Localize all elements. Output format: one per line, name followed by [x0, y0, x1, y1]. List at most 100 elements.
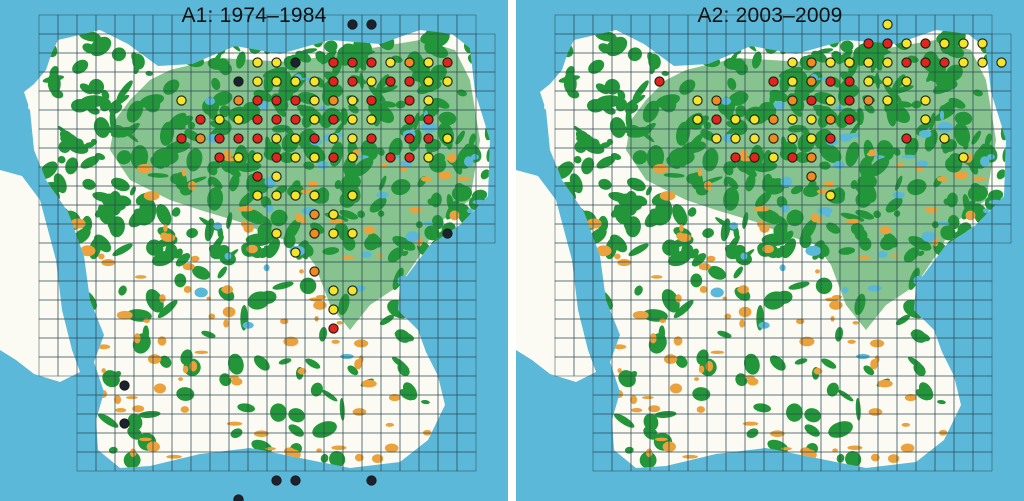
- observation-dot: [654, 76, 665, 87]
- forest-patch: [157, 300, 178, 319]
- observation-dot: [271, 152, 282, 163]
- forest-patch: [139, 94, 164, 108]
- field-patch: [331, 339, 340, 344]
- forest-patch: [596, 95, 623, 108]
- observation-dot: [901, 57, 912, 68]
- observation-dot: [844, 95, 855, 106]
- field-patch: [694, 377, 700, 381]
- observation-dot: [290, 133, 301, 144]
- observation-dot: [692, 95, 703, 106]
- field-patch: [877, 379, 893, 388]
- forest-patch: [90, 138, 97, 146]
- forest-patch: [583, 140, 605, 154]
- lake-patch: [817, 207, 833, 215]
- field-patch: [371, 454, 384, 464]
- forest-patch: [310, 382, 323, 397]
- observation-dot: [328, 285, 339, 296]
- forest-patch: [908, 356, 924, 369]
- forest-patch: [329, 451, 346, 468]
- forest-patch: [775, 290, 793, 304]
- observation-dot: [882, 19, 893, 30]
- forest-patch: [192, 265, 211, 280]
- panel-divider: [508, 0, 516, 501]
- lake-patch: [982, 208, 990, 214]
- field-patch: [129, 448, 137, 458]
- field-patch: [845, 218, 861, 224]
- field-patch: [190, 255, 200, 262]
- observation-dot: [749, 152, 760, 163]
- forest-patch: [908, 235, 932, 251]
- lake-patch: [848, 132, 861, 138]
- observation-dot: [271, 190, 282, 201]
- observation-dot: [749, 114, 760, 125]
- forest-patch: [941, 100, 957, 113]
- field-patch: [341, 256, 355, 260]
- observation-dot: [366, 475, 377, 486]
- forest-patch: [691, 253, 707, 267]
- forest-patch: [80, 95, 107, 108]
- field-patch: [98, 253, 105, 260]
- field-patch: [595, 245, 612, 257]
- field-patch: [739, 319, 745, 328]
- forest-patch: [702, 188, 708, 195]
- field-patch: [134, 275, 147, 279]
- forest-patch: [840, 40, 854, 53]
- forest-patch: [239, 191, 256, 208]
- observation-dot: [749, 133, 760, 144]
- forest-patch: [138, 410, 161, 419]
- observation-dot: [730, 133, 741, 144]
- forest-patch: [673, 300, 694, 319]
- field-patch: [870, 339, 885, 348]
- forest-patch: [890, 85, 914, 95]
- lake-patch: [937, 221, 950, 226]
- observation-dot: [176, 95, 187, 106]
- observation-dot: [958, 152, 969, 163]
- field-patch: [675, 294, 682, 303]
- forest-patch: [272, 281, 294, 290]
- forest-patch: [387, 247, 404, 263]
- forest-patch: [426, 141, 436, 154]
- forest-patch: [819, 161, 831, 170]
- forest-patch: [118, 285, 127, 296]
- observation-dot: [309, 228, 320, 239]
- denmark-coast: [516, 170, 596, 382]
- forest-patch: [433, 152, 446, 163]
- forest-patch: [840, 212, 865, 222]
- observation-dot: [442, 57, 453, 68]
- observation-dot: [404, 95, 415, 106]
- forest-patch: [628, 243, 649, 257]
- field-patch: [781, 447, 792, 451]
- observation-dot: [290, 247, 301, 258]
- observation-dot: [863, 38, 874, 49]
- observation-dot: [290, 114, 301, 125]
- forest-patch: [918, 382, 934, 401]
- map-a1-svg: [0, 0, 508, 501]
- observation-dot: [233, 95, 244, 106]
- forest-patch: [305, 358, 321, 369]
- forest-patch: [279, 152, 295, 164]
- forest-patch: [626, 177, 646, 192]
- field-patch: [815, 269, 820, 274]
- field-patch: [300, 189, 313, 194]
- forest-patch: [395, 100, 406, 109]
- grid-cell: [991, 223, 1012, 244]
- forest-patch: [855, 209, 875, 220]
- lake-patch: [980, 156, 990, 167]
- forest-patch: [357, 210, 365, 219]
- field-patch: [724, 313, 732, 320]
- observation-dot: [252, 190, 263, 201]
- observation-dot: [939, 38, 950, 49]
- field-patch: [253, 430, 269, 437]
- forest-patch: [338, 293, 350, 316]
- forest-patch: [654, 410, 677, 419]
- forest-patch: [563, 72, 577, 95]
- forest-patch: [643, 413, 659, 431]
- field-patch: [313, 300, 327, 310]
- grid-lines: [38, 14, 496, 472]
- observation-dot: [423, 57, 434, 68]
- field-patch: [673, 336, 683, 346]
- forest-patch: [455, 130, 465, 145]
- forest-patch: [743, 353, 760, 375]
- forest-patch: [854, 293, 866, 316]
- observation-dot: [442, 228, 453, 239]
